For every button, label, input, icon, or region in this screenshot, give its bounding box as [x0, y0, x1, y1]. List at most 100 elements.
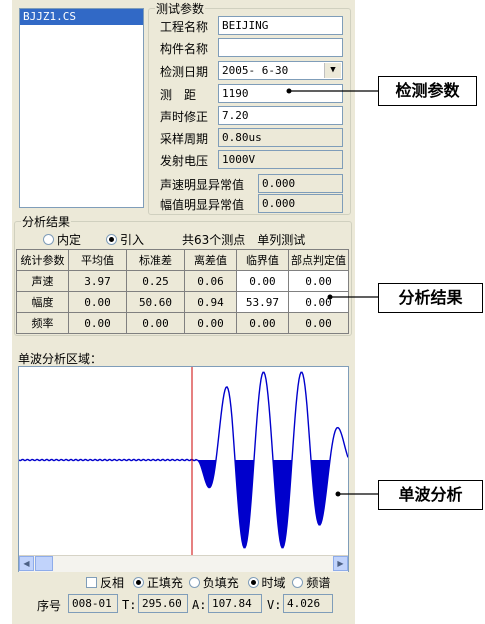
distance-field[interactable]: 1190	[218, 84, 343, 103]
radio-import-label: 引入	[120, 233, 145, 247]
table-cell: 0.00	[67, 291, 127, 313]
table-cell: 0.00	[67, 312, 127, 334]
table-header: 离差值	[184, 249, 237, 271]
table-cell: 3.97	[67, 270, 127, 292]
radio-internal-label: 内定	[57, 233, 82, 247]
test-date-value: 2005- 6-30	[222, 64, 289, 77]
arrow-left-icon: ◀	[23, 559, 30, 568]
sample-period-label: 采样周期	[160, 132, 209, 146]
table-row: 频率 0.00 0.00 0.00 0.00 0.00	[16, 312, 350, 334]
freq-spectrum-radio[interactable]: 频谱	[292, 576, 330, 590]
table-cell: 50.60	[125, 291, 186, 313]
sound-time-field[interactable]: 7.20	[218, 106, 343, 125]
component-name-label: 构件名称	[160, 42, 209, 56]
voltage-field: 1000V	[218, 150, 343, 169]
file-listbox[interactable]: BJJZ1.CS	[19, 8, 144, 208]
table-header: 临界值	[235, 249, 289, 271]
v-label: V:	[267, 598, 282, 612]
table-header: 统计参数	[16, 249, 69, 271]
row-name: 幅度	[16, 291, 69, 313]
t-label: T:	[122, 598, 137, 612]
horizontal-scrollbar[interactable]: ◀ ▶	[19, 555, 348, 572]
wave-plot-frame: ◀ ▶	[18, 366, 349, 572]
project-name-label: 工程名称	[160, 20, 209, 34]
table-row: 统计参数 平均值 标准差 离差值 临界值 部点判定值	[16, 249, 350, 271]
invert-label: 反相	[100, 576, 125, 590]
amplitude-anomaly-field: 0.000	[258, 194, 343, 213]
file-list-item[interactable]: BJJZ1.CS	[20, 9, 143, 25]
sample-period-field: 0.80us	[218, 128, 343, 147]
velocity-anomaly-field: 0.000	[258, 174, 343, 193]
waveform-plot[interactable]	[19, 367, 348, 555]
row-name: 声速	[16, 270, 69, 292]
callout-analysis: 分析结果	[378, 283, 483, 313]
analysis-group: 分析结果	[14, 213, 352, 336]
test-date-picker[interactable]: 2005- 6-30 ▼	[218, 61, 343, 80]
pos-fill-radio[interactable]: 正填充	[132, 576, 183, 590]
table-header: 平均值	[67, 249, 127, 271]
arrow-right-icon: ▶	[337, 559, 344, 568]
table-cell[interactable]: 0.00	[235, 270, 289, 292]
seq-label: 序号	[37, 599, 62, 613]
pos-fill-circle[interactable]	[132, 577, 144, 588]
table-cell: 0.06	[184, 270, 237, 292]
analysis-summary: 共63个测点 单列测试	[182, 233, 306, 247]
table-cell: 0.94	[184, 291, 237, 313]
table-cell: 0.00	[125, 312, 186, 334]
callout-params: 检测参数	[378, 76, 477, 106]
table-cell: 0.00	[287, 312, 350, 334]
callout-wave: 单波分析	[378, 480, 483, 510]
distance-label: 测 距	[160, 88, 197, 102]
time-domain-circle[interactable]	[247, 577, 259, 588]
table-cell[interactable]: 0.00	[287, 291, 350, 313]
wave-options-row: 反相 正填充 负填充 时域 频谱	[86, 574, 330, 591]
neg-fill-label: 负填充	[202, 576, 239, 590]
table-header: 标准差	[125, 249, 186, 271]
scroll-left-button[interactable]: ◀	[19, 556, 34, 571]
analysis-legend: 分析结果	[22, 215, 71, 229]
time-domain-label: 时域	[261, 576, 286, 590]
radio-import-circle[interactable]	[106, 234, 117, 245]
table-header: 部点判定值	[287, 249, 350, 271]
component-name-field[interactable]	[218, 38, 343, 57]
table-cell: 0.00	[184, 312, 237, 334]
a-field: 107.84	[208, 594, 262, 613]
test-date-label: 检测日期	[160, 65, 209, 79]
voltage-label: 发射电压	[160, 154, 209, 168]
a-label: A:	[192, 598, 207, 612]
main-panel: BJJZ1.CS 测试参数 工程名称 BEIJING 构件名称 检测日期 200…	[12, 0, 355, 624]
table-row: 声速 3.97 0.25 0.06 0.00 0.00	[16, 270, 350, 292]
project-name-field[interactable]: BEIJING	[218, 16, 343, 35]
table-cell[interactable]: 53.97	[235, 291, 289, 313]
amplitude-anomaly-label: 幅值明显异常值	[160, 198, 245, 212]
velocity-anomaly-label: 声速明显异常值	[160, 178, 245, 192]
neg-fill-circle[interactable]	[188, 577, 200, 588]
t-field: 295.60	[138, 594, 188, 613]
wave-trace	[19, 371, 348, 549]
sound-time-label: 声时修正	[160, 110, 209, 124]
test-params-group: 测试参数	[148, 0, 351, 215]
table-cell[interactable]: 0.00	[287, 270, 350, 292]
freq-spectrum-circle[interactable]	[292, 577, 304, 588]
invert-checkbox[interactable]: 反相	[86, 576, 124, 590]
table-cell: 0.00	[235, 312, 289, 334]
row-name: 频率	[16, 312, 69, 334]
v-field: 4.026	[283, 594, 333, 613]
table-cell: 0.25	[125, 270, 186, 292]
neg-fill-radio[interactable]: 负填充	[188, 576, 239, 590]
scroll-thumb[interactable]	[35, 556, 53, 571]
radio-internal-circle[interactable]	[43, 234, 54, 245]
freq-spectrum-label: 频谱	[306, 576, 331, 590]
pos-fill-label: 正填充	[146, 576, 183, 590]
stats-table: 统计参数 平均值 标准差 离差值 临界值 部点判定值 声速 3.97 0.25 …	[16, 249, 350, 334]
chevron-down-icon[interactable]: ▼	[324, 63, 341, 78]
seq-field: 008-01	[68, 594, 118, 613]
radio-import[interactable]: 引入	[106, 231, 144, 248]
wave-area-title: 单波分析区域：	[18, 352, 103, 366]
table-row: 幅度 0.00 50.60 0.94 53.97 0.00	[16, 291, 350, 313]
wave-fill	[19, 460, 348, 548]
invert-checkbox-box[interactable]	[86, 577, 97, 588]
time-domain-radio[interactable]: 时域	[247, 576, 286, 590]
scroll-right-button[interactable]: ▶	[333, 556, 348, 571]
radio-internal[interactable]: 内定	[43, 231, 81, 248]
